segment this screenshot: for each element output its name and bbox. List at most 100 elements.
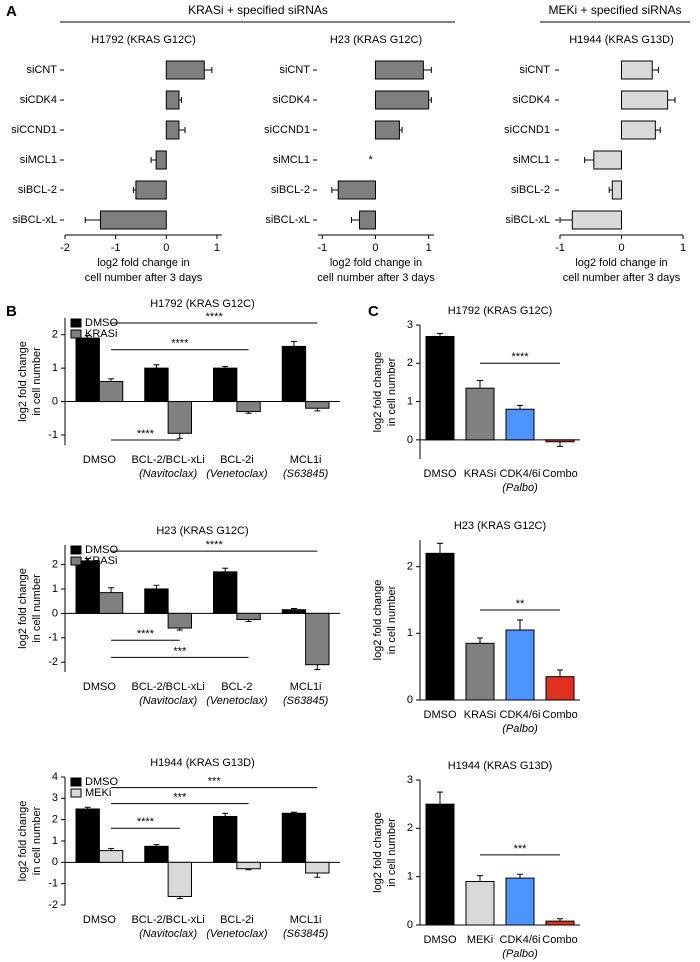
y-tick-label: siBCL-2 bbox=[18, 184, 57, 196]
significance: **** bbox=[206, 539, 224, 551]
x-tick-label: MCL1i bbox=[290, 454, 322, 466]
y-tick-label: siCDK4 bbox=[273, 94, 310, 106]
significance: **** bbox=[206, 311, 224, 323]
significance: *** bbox=[173, 645, 187, 657]
y-tick-label: 0 bbox=[52, 856, 58, 868]
x-tick-label: KRASi bbox=[464, 468, 496, 480]
bar bbox=[167, 612, 192, 629]
bar bbox=[465, 387, 495, 441]
y-tick-label: siCNT bbox=[279, 64, 310, 76]
x-tick-note: (S63845) bbox=[283, 695, 329, 707]
x-tick-label: DMSO bbox=[424, 709, 457, 721]
x-tick-note: (Palbo) bbox=[502, 948, 538, 960]
x-axis-label: cell number after 3 days bbox=[85, 272, 203, 284]
y-axis-label: in cell number bbox=[31, 347, 43, 416]
panel-label: B bbox=[6, 303, 17, 320]
x-tick-label: -1 bbox=[555, 242, 565, 254]
x-tick-note: (Palbo) bbox=[502, 482, 538, 494]
bar bbox=[425, 803, 455, 926]
bar bbox=[281, 345, 307, 403]
bar bbox=[236, 401, 261, 413]
x-tick-label: CDK4/6i bbox=[500, 709, 541, 721]
y-tick-label: 2 bbox=[52, 814, 58, 826]
x-tick-label: BCL-2 bbox=[221, 681, 252, 693]
bar bbox=[593, 150, 623, 170]
x-tick-note: (S63845) bbox=[283, 928, 329, 940]
chart-title: H23 (KRAS G12C) bbox=[156, 525, 248, 537]
bar bbox=[545, 920, 575, 926]
x-tick-label: BCL-2/BCL-xLi bbox=[131, 914, 204, 926]
legend-swatch bbox=[70, 788, 82, 798]
chart-title: H23 (KRAS G12C) bbox=[330, 34, 422, 46]
significance: *** bbox=[208, 776, 222, 788]
y-tick-label: siCCND1 bbox=[504, 124, 550, 136]
y-tick-label: siCCND1 bbox=[264, 124, 310, 136]
bar bbox=[236, 612, 261, 620]
bar bbox=[98, 850, 124, 863]
bar bbox=[75, 337, 100, 403]
significance: *** bbox=[173, 792, 187, 804]
bar bbox=[611, 180, 623, 200]
significance: **** bbox=[171, 338, 189, 350]
y-tick-label: 0 bbox=[407, 919, 413, 931]
chart-title: H1792 (KRAS G12C) bbox=[150, 298, 255, 310]
y-tick-label: 1 bbox=[407, 627, 413, 639]
y-tick-label: 0 bbox=[407, 694, 413, 706]
y-tick-label: 1 bbox=[407, 871, 413, 883]
x-tick-note: (Navitoclax) bbox=[139, 928, 197, 940]
bar bbox=[621, 60, 653, 80]
y-tick-label: siMCL1 bbox=[20, 154, 57, 166]
y-tick-label: siCNT bbox=[26, 64, 57, 76]
x-tick-note: (Palbo) bbox=[502, 723, 538, 735]
significance: * bbox=[369, 154, 374, 166]
x-tick-label: BCL-2/BCL-xLi bbox=[131, 681, 204, 693]
y-tick-label: -1 bbox=[48, 632, 58, 644]
y-axis-label: log2 fold change bbox=[17, 568, 29, 649]
y-tick-label: 2 bbox=[407, 822, 413, 834]
x-tick-label: DMSO bbox=[83, 681, 116, 693]
y-tick-label: -2 bbox=[48, 899, 58, 911]
x-tick-label: CDK4/6i bbox=[500, 468, 541, 480]
legend-swatch bbox=[70, 556, 82, 566]
y-axis-label: log2 fold change bbox=[372, 812, 384, 893]
y-axis-label: in cell number bbox=[386, 818, 398, 887]
bar bbox=[374, 90, 430, 110]
chart-title: H1944 (KRAS G13D) bbox=[448, 760, 553, 772]
x-axis-label: cell number after 3 days bbox=[563, 272, 681, 284]
bar bbox=[144, 367, 169, 403]
bar bbox=[359, 210, 376, 230]
y-tick-label: siCDK4 bbox=[513, 94, 550, 106]
y-tick-label: -2 bbox=[48, 656, 58, 668]
bar bbox=[305, 401, 330, 409]
x-tick-label: DMSO bbox=[424, 934, 457, 946]
bar bbox=[281, 812, 307, 863]
bar bbox=[75, 808, 100, 863]
y-axis-label: log2 fold change bbox=[372, 352, 384, 433]
x-tick-label: MEKi bbox=[467, 934, 493, 946]
x-axis-label: log2 fold change in bbox=[97, 257, 189, 269]
significance: **** bbox=[511, 351, 529, 363]
x-tick-label: 1 bbox=[680, 242, 686, 254]
x-tick-note: (Venetoclax) bbox=[206, 695, 268, 707]
x-tick-label: BCL-2/BCL-xLi bbox=[131, 454, 204, 466]
x-tick-label: CDK4/6i bbox=[500, 934, 541, 946]
y-tick-label: siCNT bbox=[519, 64, 550, 76]
x-tick-note: (Venetoclax) bbox=[206, 468, 268, 480]
legend-label: KRASi bbox=[85, 328, 117, 340]
bar bbox=[305, 612, 330, 666]
y-axis-label: in cell number bbox=[31, 806, 43, 875]
bar bbox=[165, 120, 180, 140]
x-tick-label: DMSO bbox=[424, 468, 457, 480]
x-axis-label: log2 fold change in bbox=[330, 257, 422, 269]
group-header: MEKi + specified siRNAs bbox=[548, 3, 681, 17]
x-tick-label: Combo bbox=[542, 709, 577, 721]
legend-swatch bbox=[70, 545, 82, 555]
bar bbox=[99, 210, 167, 230]
bar bbox=[98, 381, 124, 403]
y-tick-label: 1 bbox=[52, 583, 58, 595]
bar bbox=[144, 588, 169, 614]
x-tick-label: KRASi bbox=[464, 709, 496, 721]
y-tick-label: 2 bbox=[52, 329, 58, 341]
bar bbox=[213, 367, 238, 403]
